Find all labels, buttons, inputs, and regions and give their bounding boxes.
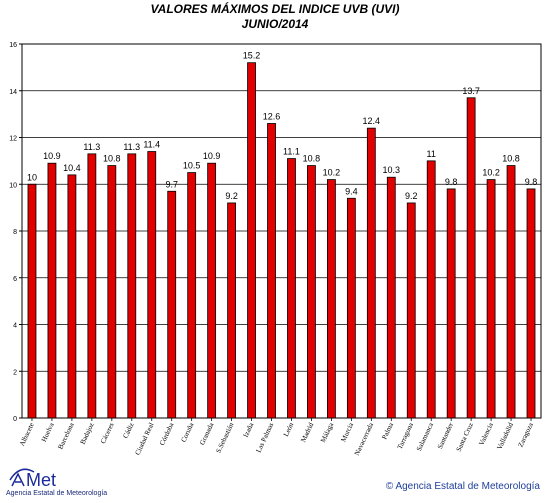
data-label: 10.5 (183, 161, 201, 171)
chart-title: VALORES MÁXIMOS DEL INDICE UVB (UVI) (150, 2, 400, 16)
category-label: Santander (436, 421, 455, 450)
data-label: 10.8 (303, 154, 321, 164)
category-label: Las Palmas (255, 421, 276, 454)
category-label: Cáceres (99, 421, 116, 445)
data-label: 11.1 (283, 147, 300, 157)
chart-subtitle: JUNIO/2014 (241, 17, 309, 31)
bar (287, 158, 296, 419)
bar (307, 165, 316, 419)
bar (426, 160, 436, 419)
data-label: 11.3 (83, 142, 100, 152)
category-label: Coruña (180, 421, 196, 444)
category-label: Albacete (18, 421, 36, 447)
category-label: Barcelona (56, 421, 76, 451)
y-tick-label: 6 (13, 276, 17, 283)
category-label: Málaga (319, 421, 335, 444)
category-label: Ciudad Real (134, 421, 156, 456)
bar (346, 197, 356, 419)
bar (327, 179, 336, 419)
bar (167, 190, 177, 419)
bar (526, 188, 536, 419)
category-label: León (282, 421, 296, 438)
y-tick-label: 12 (9, 136, 17, 143)
category-label: Valladolid (495, 421, 515, 451)
data-label: 11.3 (123, 142, 140, 152)
data-label: 12.6 (263, 111, 281, 121)
data-label: 10.3 (383, 165, 401, 175)
bar (406, 202, 416, 419)
category-label: Tarragona (396, 421, 416, 451)
category-label: Palma (380, 421, 395, 441)
data-label: 9.4 (345, 186, 358, 196)
bar (267, 123, 276, 419)
bar (247, 62, 256, 419)
aemet-logo: Met (9, 468, 56, 490)
bar (47, 162, 57, 419)
data-label: 9.8 (525, 177, 538, 187)
data-label: 10.2 (482, 168, 500, 178)
category-label: Valencia (477, 421, 495, 447)
y-tick-label: 0 (13, 416, 17, 423)
bar (67, 174, 77, 419)
bar (227, 202, 236, 419)
bar (506, 165, 516, 419)
data-label: 10.8 (502, 154, 520, 164)
category-label: Madrid (299, 421, 315, 444)
data-label: 15.2 (243, 51, 261, 61)
bar (386, 176, 396, 419)
data-label: 10 (27, 172, 37, 182)
data-label: 10.2 (323, 168, 341, 178)
bar (366, 127, 376, 419)
y-tick-label: 14 (9, 89, 17, 96)
y-tick-label: 4 (13, 323, 17, 330)
y-tick-label: 16 (9, 42, 17, 49)
bar (207, 162, 217, 419)
bar (27, 183, 37, 419)
bar (107, 165, 117, 419)
y-tick-label: 10 (9, 182, 17, 189)
copyright-text: © Agencia Estatal de Meteorología (385, 481, 540, 492)
bar (127, 153, 137, 419)
data-label: 10.9 (43, 151, 61, 161)
data-label: 10.8 (103, 154, 121, 164)
bar (486, 179, 496, 419)
category-label: Salamanca (415, 421, 435, 453)
data-label: 9.7 (165, 179, 178, 189)
y-tick-label: 2 (13, 369, 17, 376)
chart-title-block: VALORES MÁXIMOS DEL INDICE UVB (UVI) JUN… (0, 2, 550, 32)
data-label: 9.8 (445, 177, 458, 187)
data-label: 12.4 (363, 116, 381, 126)
data-label: 10.9 (203, 151, 221, 161)
data-label: 11 (427, 149, 436, 159)
category-label: Murcia (339, 421, 355, 444)
logo-wordmark: Met (26, 470, 56, 490)
category-label: Córdoba (158, 421, 176, 447)
category-label: Granada (198, 421, 216, 447)
category-label: Zaragoza (517, 421, 536, 449)
data-label: 9.2 (405, 191, 418, 201)
data-label: 13.7 (462, 86, 480, 96)
data-label: 11.4 (143, 140, 160, 150)
bar (446, 188, 456, 419)
category-label: Badajoz (79, 421, 96, 445)
bar (87, 153, 97, 419)
bar (187, 172, 197, 419)
data-label: 9.2 (225, 191, 238, 201)
category-label: Izaña (242, 421, 256, 439)
logo-caption: Agencia Estatal de Meteorología (6, 490, 108, 497)
category-label: Santa Cruz (455, 421, 475, 452)
category-label: Cádiz (121, 421, 135, 439)
category-label: Huelva (40, 421, 56, 444)
data-label: 10.4 (63, 163, 81, 173)
bar (466, 97, 476, 419)
y-tick-label: 8 (13, 229, 17, 236)
category-label: Navacerrada (353, 421, 376, 457)
category-label: S.Sebastián (214, 421, 235, 454)
bar (147, 151, 157, 419)
